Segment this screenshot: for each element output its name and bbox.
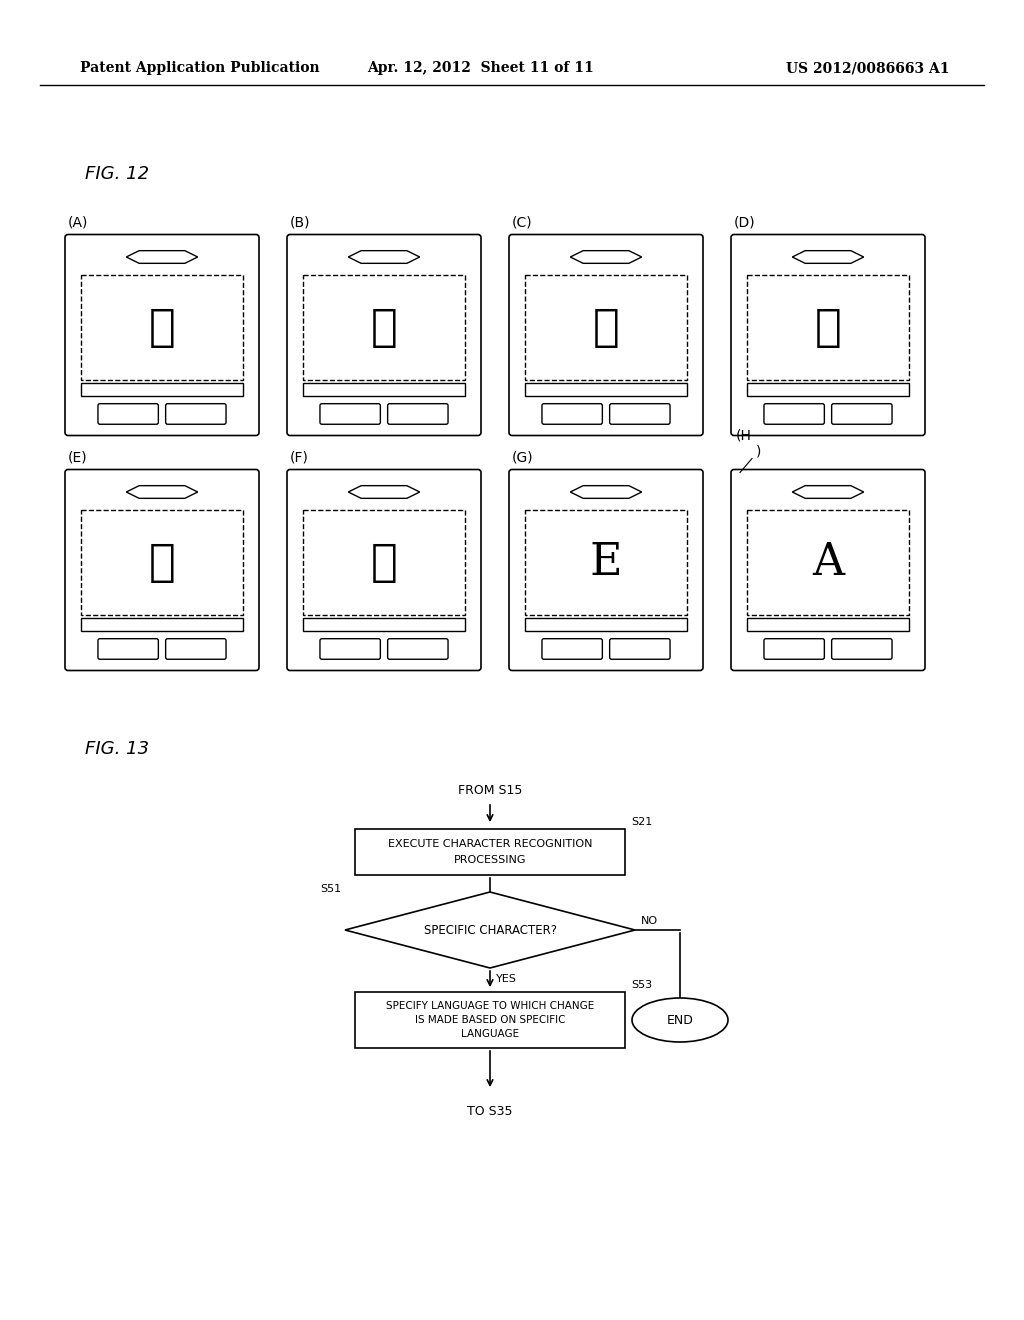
FancyBboxPatch shape (388, 639, 449, 659)
FancyBboxPatch shape (166, 639, 226, 659)
Bar (303, 383, 465, 396)
Text: Apr. 12, 2012  Sheet 11 of 11: Apr. 12, 2012 Sheet 11 of 11 (367, 61, 593, 75)
Text: 日: 日 (148, 306, 175, 348)
Polygon shape (570, 251, 642, 263)
FancyBboxPatch shape (542, 404, 602, 424)
Polygon shape (348, 251, 420, 263)
Ellipse shape (632, 998, 728, 1041)
FancyBboxPatch shape (764, 639, 824, 659)
Bar (525, 383, 687, 396)
Polygon shape (793, 486, 863, 499)
Text: S21: S21 (631, 817, 652, 828)
Bar (748, 383, 909, 396)
Polygon shape (126, 251, 198, 263)
Bar (748, 618, 909, 631)
Text: S51: S51 (319, 884, 341, 894)
Polygon shape (348, 486, 420, 499)
FancyBboxPatch shape (98, 639, 159, 659)
Bar (355, 829, 625, 875)
Text: NO: NO (641, 916, 658, 927)
Text: A: A (812, 541, 844, 583)
Polygon shape (126, 486, 198, 499)
Text: YES: YES (496, 974, 517, 983)
Bar (81, 510, 243, 615)
FancyBboxPatch shape (831, 404, 892, 424)
FancyBboxPatch shape (609, 639, 670, 659)
FancyBboxPatch shape (388, 404, 449, 424)
Text: E: E (590, 541, 623, 583)
FancyBboxPatch shape (287, 235, 481, 436)
Text: LANGUAGE: LANGUAGE (461, 1030, 519, 1039)
FancyBboxPatch shape (764, 404, 824, 424)
Text: EXECUTE CHARACTER RECOGNITION: EXECUTE CHARACTER RECOGNITION (388, 840, 592, 849)
Text: Patent Application Publication: Patent Application Publication (80, 61, 319, 75)
Polygon shape (570, 486, 642, 499)
FancyBboxPatch shape (98, 404, 159, 424)
Bar (355, 993, 625, 1048)
Bar (81, 275, 243, 380)
Polygon shape (793, 251, 863, 263)
Text: 乾: 乾 (148, 541, 175, 583)
Text: SPECIFIC CHARACTER?: SPECIFIC CHARACTER? (424, 924, 556, 936)
Text: FROM S15: FROM S15 (458, 784, 522, 796)
FancyBboxPatch shape (65, 235, 259, 436)
Text: PROCESSING: PROCESSING (454, 855, 526, 865)
Text: (E): (E) (68, 450, 88, 465)
Bar (748, 510, 909, 615)
Text: 中: 中 (593, 306, 620, 348)
Text: ): ) (756, 445, 762, 458)
Bar (303, 510, 465, 615)
Bar (748, 275, 909, 380)
Text: TO S35: TO S35 (467, 1105, 513, 1118)
Text: S53: S53 (631, 979, 652, 990)
Bar (303, 275, 465, 380)
Text: (F): (F) (290, 450, 309, 465)
Text: END: END (667, 1014, 693, 1027)
FancyBboxPatch shape (65, 470, 259, 671)
FancyBboxPatch shape (166, 404, 226, 424)
FancyBboxPatch shape (831, 639, 892, 659)
Text: (A): (A) (68, 215, 88, 230)
Text: (C): (C) (512, 215, 532, 230)
FancyBboxPatch shape (542, 639, 602, 659)
Text: (G): (G) (512, 450, 534, 465)
Text: あ: あ (371, 306, 397, 348)
FancyBboxPatch shape (609, 404, 670, 424)
Bar (525, 275, 687, 380)
FancyBboxPatch shape (509, 470, 703, 671)
Bar (525, 618, 687, 631)
FancyBboxPatch shape (731, 235, 925, 436)
Bar (303, 618, 465, 631)
FancyBboxPatch shape (509, 235, 703, 436)
Text: US 2012/0086663 A1: US 2012/0086663 A1 (786, 61, 950, 75)
Bar (525, 510, 687, 615)
Text: IS MADE BASED ON SPECIFIC: IS MADE BASED ON SPECIFIC (415, 1015, 565, 1026)
Text: (B): (B) (290, 215, 310, 230)
Text: (H: (H (736, 429, 752, 442)
FancyBboxPatch shape (731, 470, 925, 671)
Text: 計: 計 (371, 541, 397, 583)
Text: FIG. 12: FIG. 12 (85, 165, 150, 183)
FancyBboxPatch shape (319, 639, 380, 659)
Text: SPECIFY LANGUAGE TO WHICH CHANGE: SPECIFY LANGUAGE TO WHICH CHANGE (386, 1001, 594, 1011)
Text: (D): (D) (734, 215, 756, 230)
FancyBboxPatch shape (287, 470, 481, 671)
Bar (81, 383, 243, 396)
Text: 亞: 亞 (815, 306, 842, 348)
Polygon shape (345, 892, 635, 968)
Text: FIG. 13: FIG. 13 (85, 741, 150, 758)
FancyBboxPatch shape (319, 404, 380, 424)
Bar (81, 618, 243, 631)
